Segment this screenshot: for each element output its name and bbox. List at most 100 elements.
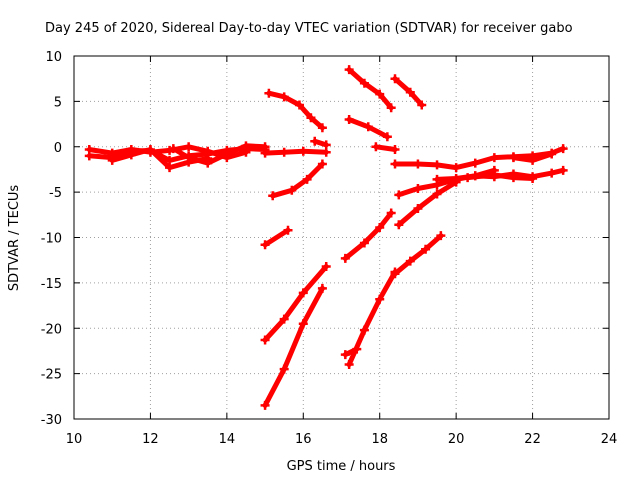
- data-point: [432, 174, 442, 184]
- x-tick-label: 20: [448, 432, 465, 447]
- data-point: [547, 149, 557, 159]
- data-point: [279, 314, 289, 324]
- data-point: [386, 103, 396, 113]
- data-point: [260, 148, 270, 158]
- data-point: [317, 283, 327, 293]
- data-point: [321, 262, 331, 272]
- data-point: [359, 325, 369, 335]
- data-point: [126, 150, 136, 160]
- data-point: [413, 159, 423, 169]
- y-tick-label: 5: [54, 95, 62, 110]
- data-point: [508, 173, 518, 183]
- series-trace: [392, 146, 566, 171]
- data-point: [344, 360, 354, 370]
- data-point: [279, 147, 289, 157]
- y-tick-label: -30: [41, 413, 62, 428]
- data-point: [528, 155, 538, 165]
- data-point: [302, 174, 312, 184]
- data-point: [382, 132, 392, 142]
- data-point: [451, 174, 461, 184]
- data-point: [241, 141, 251, 151]
- data-point: [298, 288, 308, 298]
- data-point: [436, 231, 446, 241]
- data-point: [528, 174, 538, 184]
- data-point: [260, 400, 270, 410]
- data-point: [260, 240, 270, 250]
- data-point: [184, 142, 194, 152]
- data-point: [165, 163, 175, 173]
- y-tick-label: 10: [45, 50, 62, 65]
- data-point: [84, 144, 94, 154]
- series-trace: [262, 148, 329, 156]
- x-tick-label: 18: [371, 432, 388, 447]
- data-point: [489, 170, 499, 180]
- data-point: [489, 153, 499, 163]
- data-point: [558, 165, 568, 175]
- y-tick-label: -15: [41, 277, 62, 292]
- data-point: [317, 123, 327, 133]
- data-point: [363, 122, 373, 132]
- data-point: [317, 159, 327, 169]
- x-axis-title: GPS time / hours: [287, 459, 396, 474]
- data-point: [470, 158, 480, 168]
- series-trace: [342, 210, 394, 261]
- data-point: [413, 183, 423, 193]
- series-trace: [262, 264, 329, 343]
- data-point: [390, 74, 400, 84]
- series-trace: [262, 285, 325, 408]
- data-point: [432, 189, 442, 199]
- data-point: [375, 89, 385, 99]
- data-point: [421, 244, 431, 254]
- y-axis-title: SDTVAR / TECUs: [7, 185, 22, 292]
- series-trace: [392, 233, 444, 277]
- data-point: [390, 269, 400, 279]
- grid-lines: [74, 56, 609, 419]
- data-point: [306, 113, 316, 123]
- data-point: [298, 146, 308, 156]
- data-point: [107, 155, 117, 165]
- series-trace: [396, 179, 459, 228]
- data-point: [340, 253, 350, 263]
- data-point: [386, 208, 396, 218]
- series-trace: [262, 227, 291, 248]
- data-point: [375, 294, 385, 304]
- data-point: [168, 144, 178, 154]
- data-point: [260, 335, 270, 345]
- x-tick-label: 14: [219, 432, 236, 447]
- data-point: [405, 87, 415, 97]
- x-tick-label: 10: [66, 432, 83, 447]
- data-point: [508, 153, 518, 163]
- data-point: [547, 168, 557, 178]
- data-point: [279, 92, 289, 102]
- data-point: [294, 100, 304, 110]
- y-tick-label: -5: [49, 186, 62, 201]
- data-points: [84, 65, 568, 410]
- data-point: [222, 149, 232, 159]
- series-trace: [270, 161, 325, 199]
- y-tick-label: -20: [41, 322, 62, 337]
- data-point: [463, 173, 473, 183]
- y-tick-label: -25: [41, 368, 62, 383]
- chart-title: Day 245 of 2020, Sidereal Day-to-day VTE…: [45, 21, 573, 36]
- data-point: [310, 136, 320, 146]
- data-point: [390, 159, 400, 169]
- data-point: [287, 185, 297, 195]
- data-point: [359, 78, 369, 88]
- data-point: [184, 153, 194, 163]
- x-tick-label: 16: [295, 432, 312, 447]
- series-trace: [465, 172, 536, 181]
- data-point: [359, 238, 369, 248]
- x-tick-label: 22: [524, 432, 541, 447]
- axis-ticks: 10 12 14 16 18 20 22 24 10 5 0 -5 -10 -15 -20 -25 -30: [41, 50, 618, 447]
- data-point: [394, 190, 404, 200]
- data-point: [371, 142, 381, 152]
- data-point: [375, 223, 385, 233]
- data-point: [268, 191, 278, 201]
- data-point: [340, 350, 350, 360]
- data-point: [432, 160, 442, 170]
- x-tick-label: 12: [142, 432, 159, 447]
- data-point: [451, 163, 461, 173]
- data-point: [413, 203, 423, 213]
- data-point: [264, 88, 274, 98]
